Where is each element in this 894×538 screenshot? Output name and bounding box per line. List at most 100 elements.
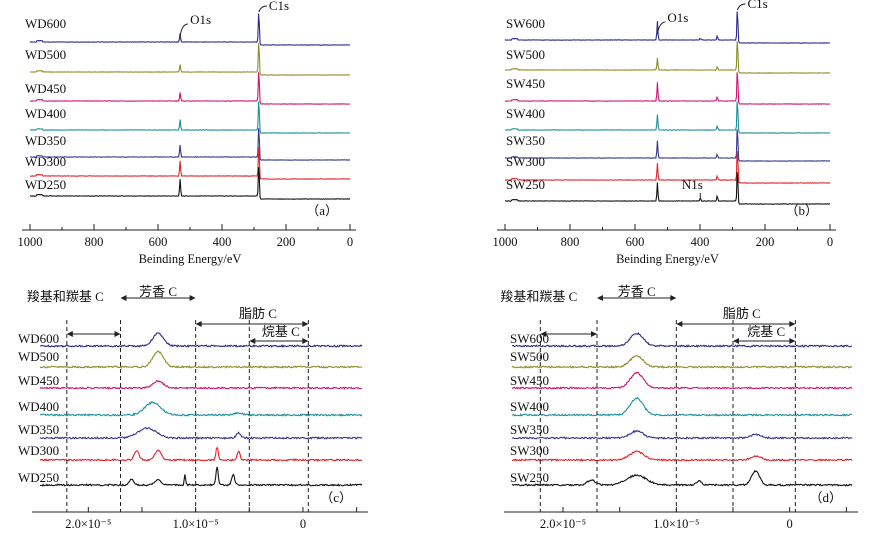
panel-label-b: （b） — [785, 203, 818, 218]
series-label-wd350: WD350 — [25, 133, 66, 148]
x-tick-label-a: 400 — [213, 235, 232, 249]
series-line-wd400 — [39, 401, 363, 417]
x-tick-label-a: 800 — [85, 235, 104, 249]
series-label-sw300: SW300 — [506, 154, 545, 169]
panel-a — [22, 5, 356, 231]
series-line-sw500 — [504, 41, 831, 74]
region-arrow-aromatic-d-head-l — [597, 295, 603, 301]
x-tick-label-c: 1.0×10⁻⁵ — [173, 517, 219, 531]
series-line-sw400 — [504, 101, 830, 134]
panel-c — [32, 295, 368, 513]
series-label-wd450: WD450 — [25, 81, 66, 96]
series-label-wd300: WD300 — [25, 154, 66, 169]
region-label-alkyl-c: 烷基 C — [262, 324, 300, 339]
c1s-label-a: C1s — [269, 0, 289, 13]
region-arrow-carboxyl-d-head-l — [540, 331, 547, 337]
region-arrow-aromatic-d-head-r — [670, 295, 677, 301]
series-line-sw350 — [511, 429, 853, 440]
region-arrow-carboxyl-c-head-r — [114, 331, 121, 337]
x-tick-label-a: 0 — [347, 235, 353, 249]
c1s-leader-b — [736, 3, 746, 11]
region-arrow-aromatic-c-head-r — [189, 295, 196, 301]
series-line-wd350 — [29, 128, 351, 161]
x-tick-label-c: 2.0×10⁻⁵ — [65, 517, 111, 531]
series-line-sw300 — [505, 151, 831, 184]
o1s-label-b: O1s — [667, 10, 688, 25]
series-label-sw600: SW600 — [510, 331, 549, 346]
series-label-sw450: SW450 — [510, 373, 549, 388]
series-line-sw500 — [511, 355, 853, 369]
series-line-sw400 — [511, 396, 852, 417]
series-line-wd250 — [39, 466, 363, 487]
series-line-sw250 — [505, 172, 831, 205]
series-line-sw450 — [505, 72, 831, 105]
series-line-wd600 — [29, 13, 351, 46]
o1s-label-a: O1s — [190, 12, 211, 27]
series-label-wd300: WD300 — [18, 443, 59, 458]
x-tick-label-b: 0 — [827, 235, 833, 249]
series-label-sw500: SW500 — [510, 349, 549, 364]
region-arrow-alkyl-d-head-l — [733, 338, 739, 344]
panel-b — [497, 3, 836, 231]
series-line-wd600 — [40, 332, 363, 348]
series-label-sw600: SW600 — [506, 16, 545, 31]
region-arrow-carboxyl-c-head-l — [66, 331, 73, 337]
x-tick-label-a: 200 — [277, 235, 296, 249]
region-arrow-alkyl-c-head-l — [249, 338, 256, 344]
region-arrow-carboxyl-d-head-r — [591, 331, 597, 337]
x-tick-label-d: 1.0×10⁻⁵ — [653, 517, 699, 531]
series-label-sw500: SW500 — [506, 47, 545, 62]
n1s-label-b: N1s — [682, 177, 703, 192]
x-tick-label-b: 200 — [756, 235, 775, 249]
x-tick-label-b: 1000 — [493, 235, 518, 249]
c1s-label-b: C1s — [747, 0, 767, 11]
x-tick-label-d: 0 — [787, 517, 793, 531]
region-label-aromatic-d: 芳香 C — [618, 284, 656, 299]
panel-label-c: （c） — [320, 490, 352, 505]
region-label-alkyl-d: 烷基 C — [747, 324, 785, 339]
x-axis-title-a: Beinding Energy/eV — [139, 252, 242, 266]
series-line-wd300 — [39, 446, 363, 462]
region-label-aromatic-c: 芳香 C — [139, 284, 177, 299]
x-tick-label-d: 2.0×10⁻⁵ — [540, 517, 586, 531]
series-line-sw450 — [511, 371, 853, 390]
series-label-sw400: SW400 — [506, 106, 545, 121]
series-label-wd450: WD450 — [18, 373, 59, 388]
series-label-sw350: SW350 — [506, 133, 545, 148]
series-label-wd500: WD500 — [18, 349, 59, 364]
o1s-leader-a — [179, 23, 189, 37]
region-label-aliphatic-d: 脂肪 C — [723, 306, 761, 321]
series-label-sw300: SW300 — [510, 443, 549, 458]
c1s-leader-a — [258, 5, 267, 13]
series-label-sw250: SW250 — [506, 177, 545, 192]
region-arrow-aliphatic-d-head-l — [676, 321, 683, 327]
region-label-carboxyl-c: 羧基和羰基 C — [27, 289, 104, 304]
panel-label-d: （d） — [809, 490, 842, 505]
region-arrow-aliphatic-d-head-r — [789, 321, 796, 327]
region-arrow-aromatic-c-head-l — [120, 295, 127, 301]
series-line-sw300 — [511, 450, 853, 462]
x-tick-label-b: 600 — [626, 235, 645, 249]
region-arrow-alkyl-c-head-r — [302, 338, 309, 344]
series-label-wd400: WD400 — [25, 106, 66, 121]
x-tick-label-b: 800 — [561, 235, 580, 249]
series-line-sw600 — [504, 11, 831, 44]
series-label-wd400: WD400 — [18, 399, 59, 414]
region-arrow-alkyl-d-head-r — [789, 338, 796, 344]
series-label-sw400: SW400 — [510, 399, 549, 414]
series-line-sw600 — [511, 331, 853, 348]
x-tick-label-a: 1000 — [18, 235, 43, 249]
series-label-sw250: SW250 — [510, 470, 549, 485]
series-label-wd500: WD500 — [25, 47, 66, 62]
series-line-wd350 — [39, 426, 363, 440]
region-label-aliphatic-c: 脂肪 C — [239, 306, 277, 321]
region-label-carboxyl-d: 羧基和羰基 C — [500, 289, 577, 304]
x-tick-label-c: 0 — [300, 517, 306, 531]
series-line-sw350 — [504, 129, 831, 162]
series-label-wd600: WD600 — [18, 331, 59, 346]
series-line-wd400 — [29, 101, 350, 134]
series-label-wd350: WD350 — [18, 422, 59, 437]
x-tick-label-b: 400 — [691, 235, 710, 249]
series-line-wd250 — [30, 167, 351, 200]
